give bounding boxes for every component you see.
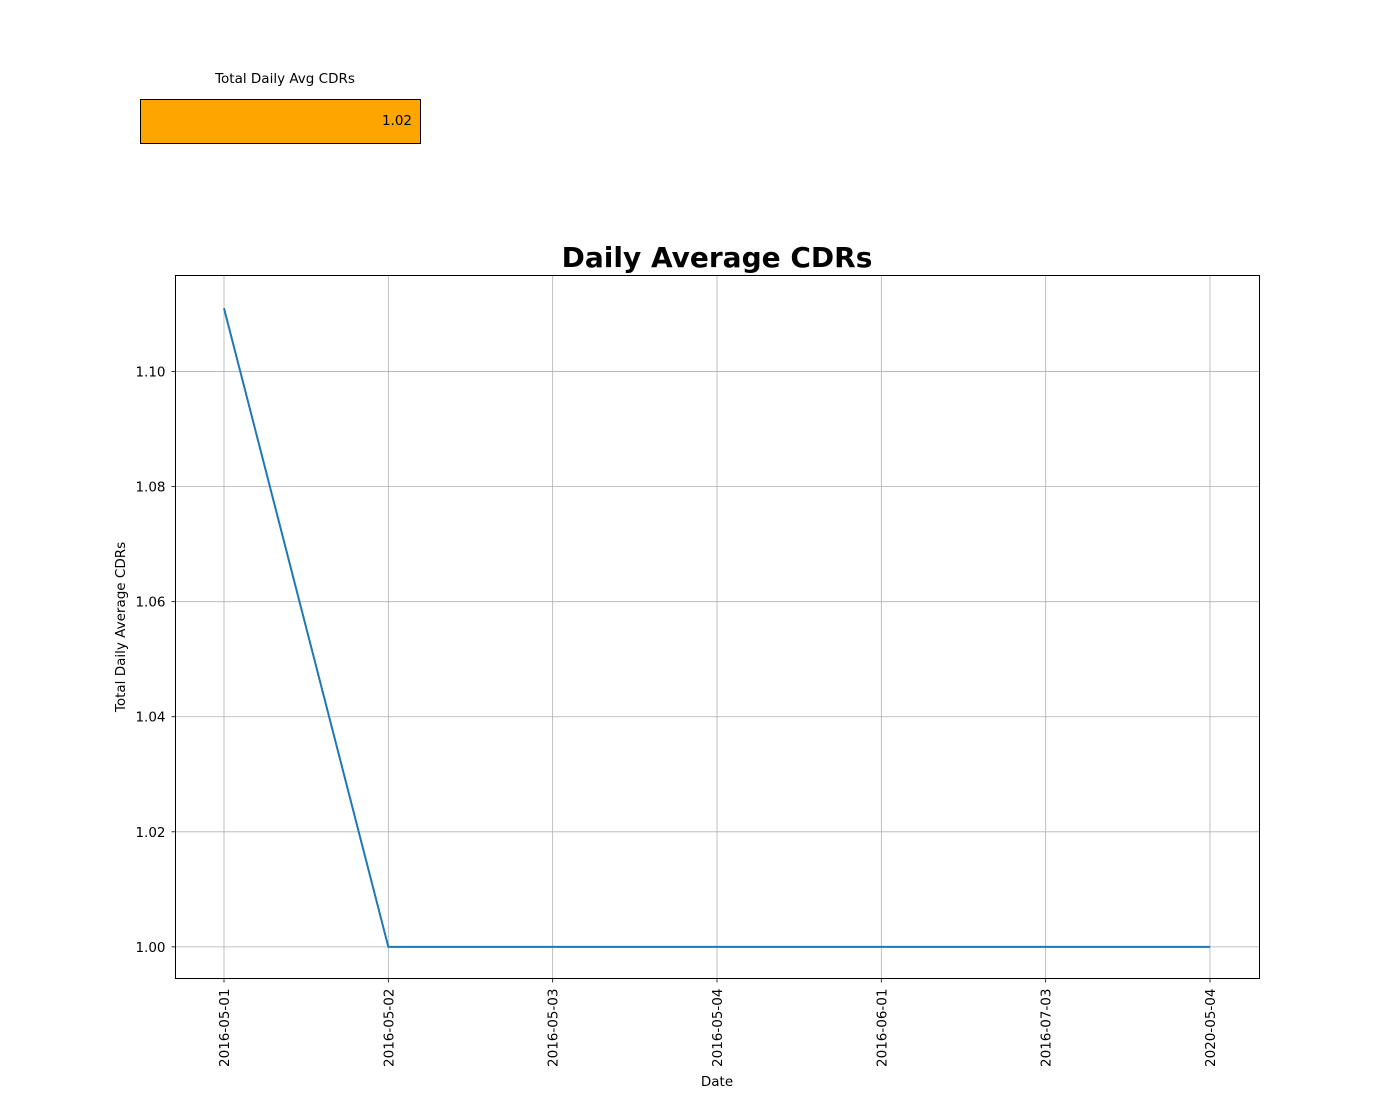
y-tick-label: 1.02	[135, 825, 165, 841]
kpi-box: 1.02	[140, 99, 421, 144]
grid-layer	[175, 275, 1260, 979]
x-tick-label: 2016-06-01	[874, 989, 890, 1067]
x-tick-label: 2016-07-03	[1039, 989, 1055, 1067]
x-tick-label: 2020-05-04	[1203, 989, 1219, 1067]
x-tick-label: 2016-05-04	[710, 989, 726, 1067]
y-tick-label: 1.06	[135, 595, 165, 611]
y-tick-label: 1.00	[135, 940, 165, 956]
y-tick-label: 1.10	[135, 365, 165, 381]
x-axis-label: Date	[701, 1074, 733, 1090]
x-tick-label: 2016-05-03	[546, 989, 562, 1067]
y-tick-label: 1.08	[135, 480, 165, 496]
x-tick-label: 2016-05-02	[381, 989, 397, 1067]
chart-title: Daily Average CDRs	[562, 241, 873, 274]
x-tick-label: 2016-05-01	[217, 989, 233, 1067]
y-axis-label: Total Daily Average CDRs	[113, 542, 129, 713]
series-layer	[223, 308, 1211, 948]
plot-frame	[175, 275, 1260, 979]
kpi-value: 1.02	[381, 113, 412, 129]
tick-layer: 1.00 1.02 1.04 1.06 1.08 1.10 2016-05-01 2016-0…	[135, 365, 1219, 1067]
kpi-label: Total Daily Avg CDRs	[215, 71, 355, 87]
y-tick-label: 1.04	[135, 710, 165, 726]
